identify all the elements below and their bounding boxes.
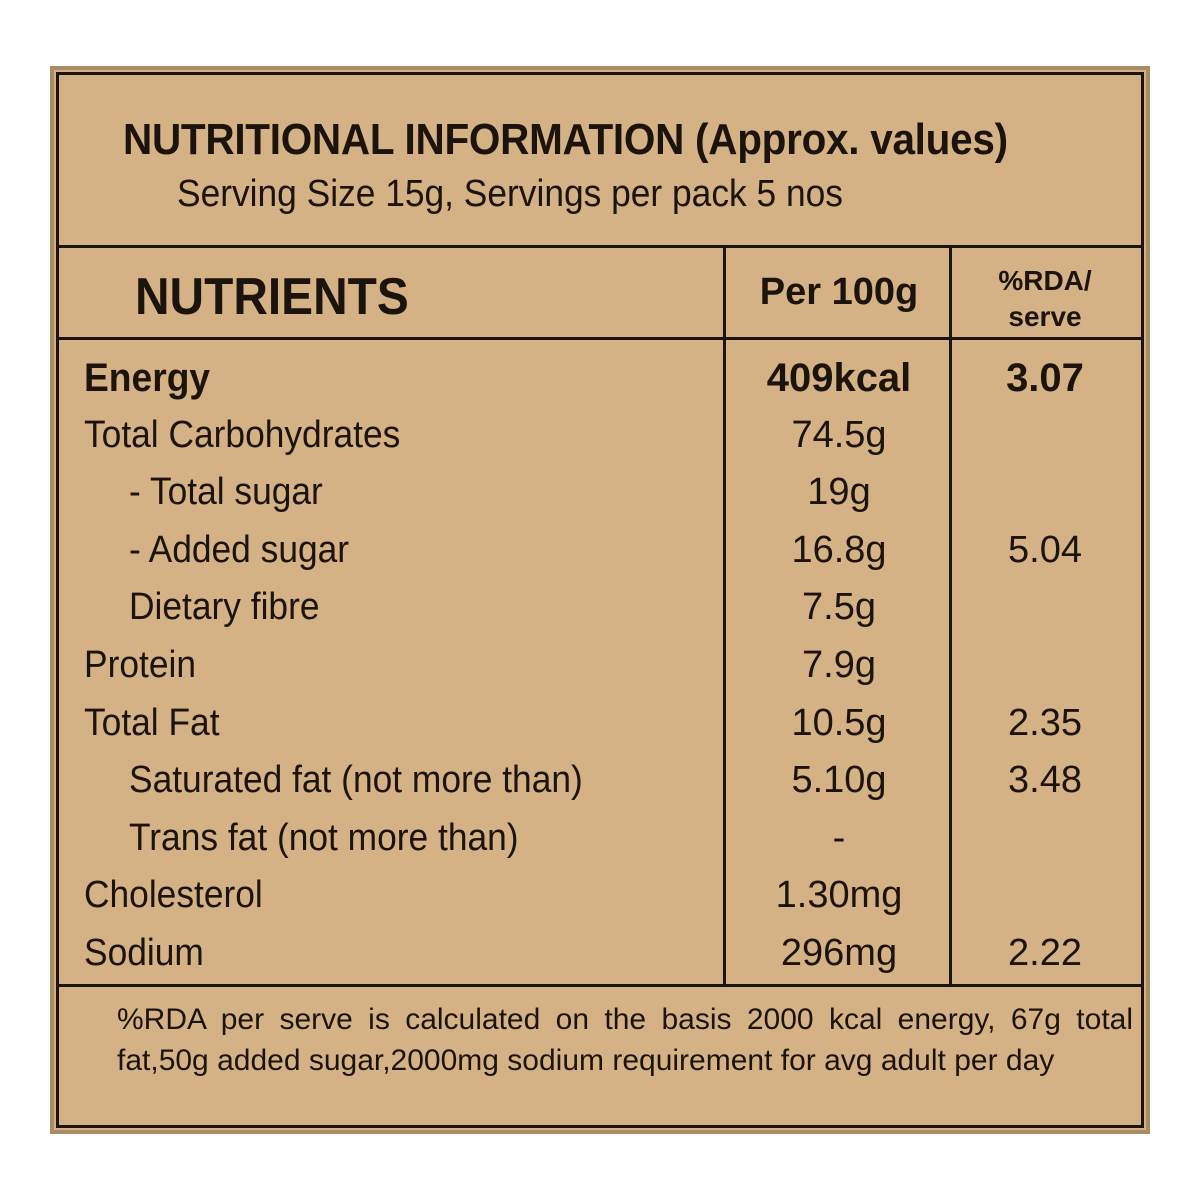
column-divider-left bbox=[723, 245, 726, 987]
nutrient-row: Cholesterol 1.30mg bbox=[59, 866, 1141, 924]
nutrient-rda: 3.07 bbox=[1006, 356, 1084, 400]
nutrient-name: Total Fat bbox=[84, 701, 220, 744]
nutrition-table-frame: NUTRITIONAL INFORMATION (Approx. values)… bbox=[56, 72, 1144, 1128]
column-header-nutrients: NUTRIENTS bbox=[135, 268, 409, 326]
nutrient-per-100g: 10.5g bbox=[791, 701, 887, 744]
nutrient-name: Energy bbox=[84, 356, 211, 400]
nutrient-name: Cholesterol bbox=[84, 874, 263, 917]
nutrient-row: Total Fat 10.5g 2.35 bbox=[59, 694, 1141, 752]
rda-header-line1: %RDA/ bbox=[998, 265, 1092, 296]
nutrient-name: - Added sugar bbox=[129, 528, 350, 571]
column-header-rda: %RDA/ serve bbox=[952, 263, 1138, 335]
rda-header-line2: serve bbox=[1008, 301, 1082, 332]
divider-column-headers bbox=[59, 337, 1141, 340]
nutrient-row: Energy 409kcal 3.07 bbox=[59, 348, 1141, 406]
nutrient-row: - Added sugar 16.8g 5.04 bbox=[59, 521, 1141, 579]
nutrient-per-100g: 7.5g bbox=[802, 586, 876, 629]
nutrient-per-100g: 74.5g bbox=[791, 413, 887, 456]
nutrient-name: - Total sugar bbox=[129, 471, 323, 514]
nutrient-row: Dietary fibre 7.5g bbox=[59, 578, 1141, 636]
nutrient-per-100g: 5.10g bbox=[791, 759, 887, 802]
nutrient-name: Protein bbox=[84, 644, 196, 686]
nutrient-per-100g: 7.9g bbox=[802, 644, 876, 686]
nutrient-per-100g: 19g bbox=[807, 471, 871, 514]
nutrient-rda: 5.04 bbox=[1008, 528, 1082, 571]
nutrient-row: Total Carbohydrates 74.5g bbox=[59, 406, 1141, 464]
nutrient-row: Saturated fat (not more than) 5.10g 3.48 bbox=[59, 751, 1141, 809]
nutrient-per-100g: 296mg bbox=[780, 932, 898, 974]
nutrient-per-100g: 16.8g bbox=[791, 528, 887, 571]
nutrient-row: Trans fat (not more than) - bbox=[59, 809, 1141, 867]
column-header-per-100g: Per 100g bbox=[759, 271, 919, 313]
nutrient-per-100g: - bbox=[832, 816, 846, 859]
table-title: NUTRITIONAL INFORMATION (Approx. values) bbox=[123, 115, 1008, 164]
nutrient-rda: 2.22 bbox=[1008, 932, 1082, 974]
column-divider-right bbox=[949, 245, 952, 987]
serving-info: Serving Size 15g, Servings per pack 5 no… bbox=[177, 173, 843, 215]
nutrient-name: Saturated fat (not more than) bbox=[129, 759, 583, 802]
nutrient-per-100g: 409kcal bbox=[766, 356, 912, 400]
divider-footnote bbox=[59, 984, 1141, 987]
nutrient-name: Trans fat (not more than) bbox=[129, 816, 519, 859]
nutrient-name: Dietary fibre bbox=[129, 586, 320, 629]
nutrient-rda: 3.48 bbox=[1008, 759, 1082, 802]
nutrient-name: Total Carbohydrates bbox=[84, 413, 401, 456]
nutrient-per-100g: 1.30mg bbox=[775, 874, 903, 917]
rda-footnote: %RDA per serve is calculated on the basi… bbox=[117, 1003, 1133, 1077]
nutrient-rda: 2.35 bbox=[1008, 701, 1082, 744]
nutrient-row: Sodium 296mg 2.22 bbox=[59, 924, 1141, 982]
nutrient-row: Protein 7.9g bbox=[59, 636, 1141, 694]
nutrition-panel: NUTRITIONAL INFORMATION (Approx. values)… bbox=[50, 66, 1150, 1134]
divider-header bbox=[59, 245, 1141, 248]
nutrient-row: - Total sugar 19g bbox=[59, 463, 1141, 521]
nutrient-name: Sodium bbox=[84, 932, 204, 974]
